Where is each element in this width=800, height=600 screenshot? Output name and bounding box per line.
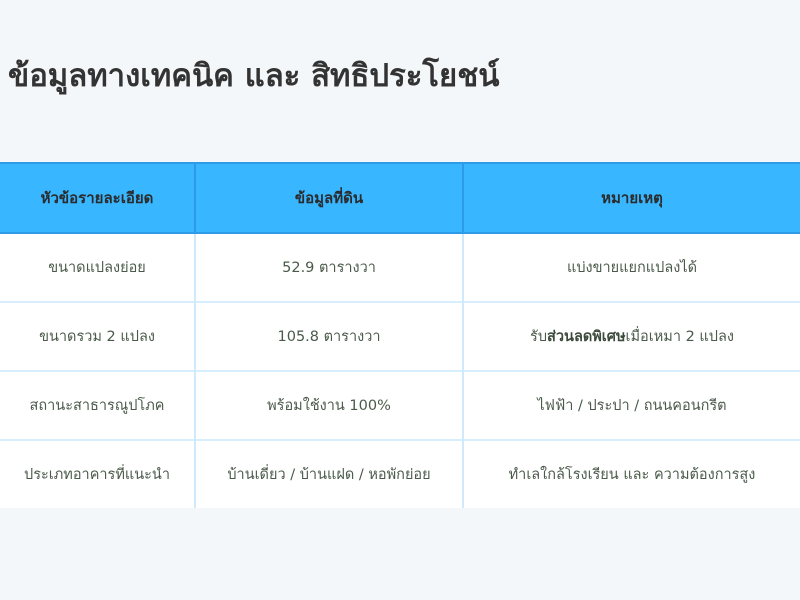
cell-info: 105.8 ตารางวา	[194, 301, 463, 371]
cell-note: แบ่งขายแยกแปลงได้	[462, 233, 800, 302]
table-row: ขนาดแปลงย่อย 52.9 ตารางวา แบ่งขายแยกแปลง…	[0, 233, 800, 302]
table-row: ประเภทอาคารที่แนะนำ บ้านเดี่ยว / บ้านแฝด…	[0, 439, 800, 508]
column-header-topic: หัวข้อรายละเอียด	[0, 162, 195, 234]
table-row: สถานะสาธารณูปโภค พร้อมใช้งาน 100% ไฟฟ้า …	[0, 370, 800, 440]
cell-info: บ้านเดี่ยว / บ้านแฝด / หอพักย่อย	[194, 439, 463, 508]
note-prefix: รับ	[530, 329, 548, 345]
technical-info-table: หัวข้อรายละเอียด ข้อมูลที่ดิน หมายเหตุ ข…	[0, 162, 800, 508]
note-highlight: ส่วนลดพิเศษ	[547, 329, 626, 345]
cell-topic: ประเภทอาคารที่แนะนำ	[0, 439, 195, 508]
cell-topic: ขนาดรวม 2 แปลง	[0, 301, 195, 371]
cell-note: ทำเลใกล้โรงเรียน และ ความต้องการสูง	[462, 439, 800, 508]
column-header-note: หมายเหตุ	[462, 162, 800, 234]
column-header-info: ข้อมูลที่ดิน	[194, 162, 463, 234]
cell-info: 52.9 ตารางวา	[194, 233, 463, 302]
cell-topic: ขนาดแปลงย่อย	[48, 260, 146, 276]
cell-topic: สถานะสาธารณูปโภค	[0, 370, 195, 440]
cell-info: พร้อมใช้งาน 100%	[194, 370, 463, 440]
table-row: ขนาดรวม 2 แปลง 105.8 ตารางวา รับส่วนลดพิ…	[0, 301, 800, 371]
cell-note: รับส่วนลดพิเศษเมื่อเหมา 2 แปลง	[462, 301, 800, 371]
page-title: ข้อมูลทางเทคนิค และ สิทธิประโยชน์	[8, 58, 500, 94]
table-header-row: หัวข้อรายละเอียด ข้อมูลที่ดิน หมายเหตุ	[0, 162, 800, 234]
cell-note: ไฟฟ้า / ประปา / ถนนคอนกรีต	[462, 370, 800, 440]
note-suffix: เมื่อเหมา 2 แปลง	[625, 329, 734, 345]
